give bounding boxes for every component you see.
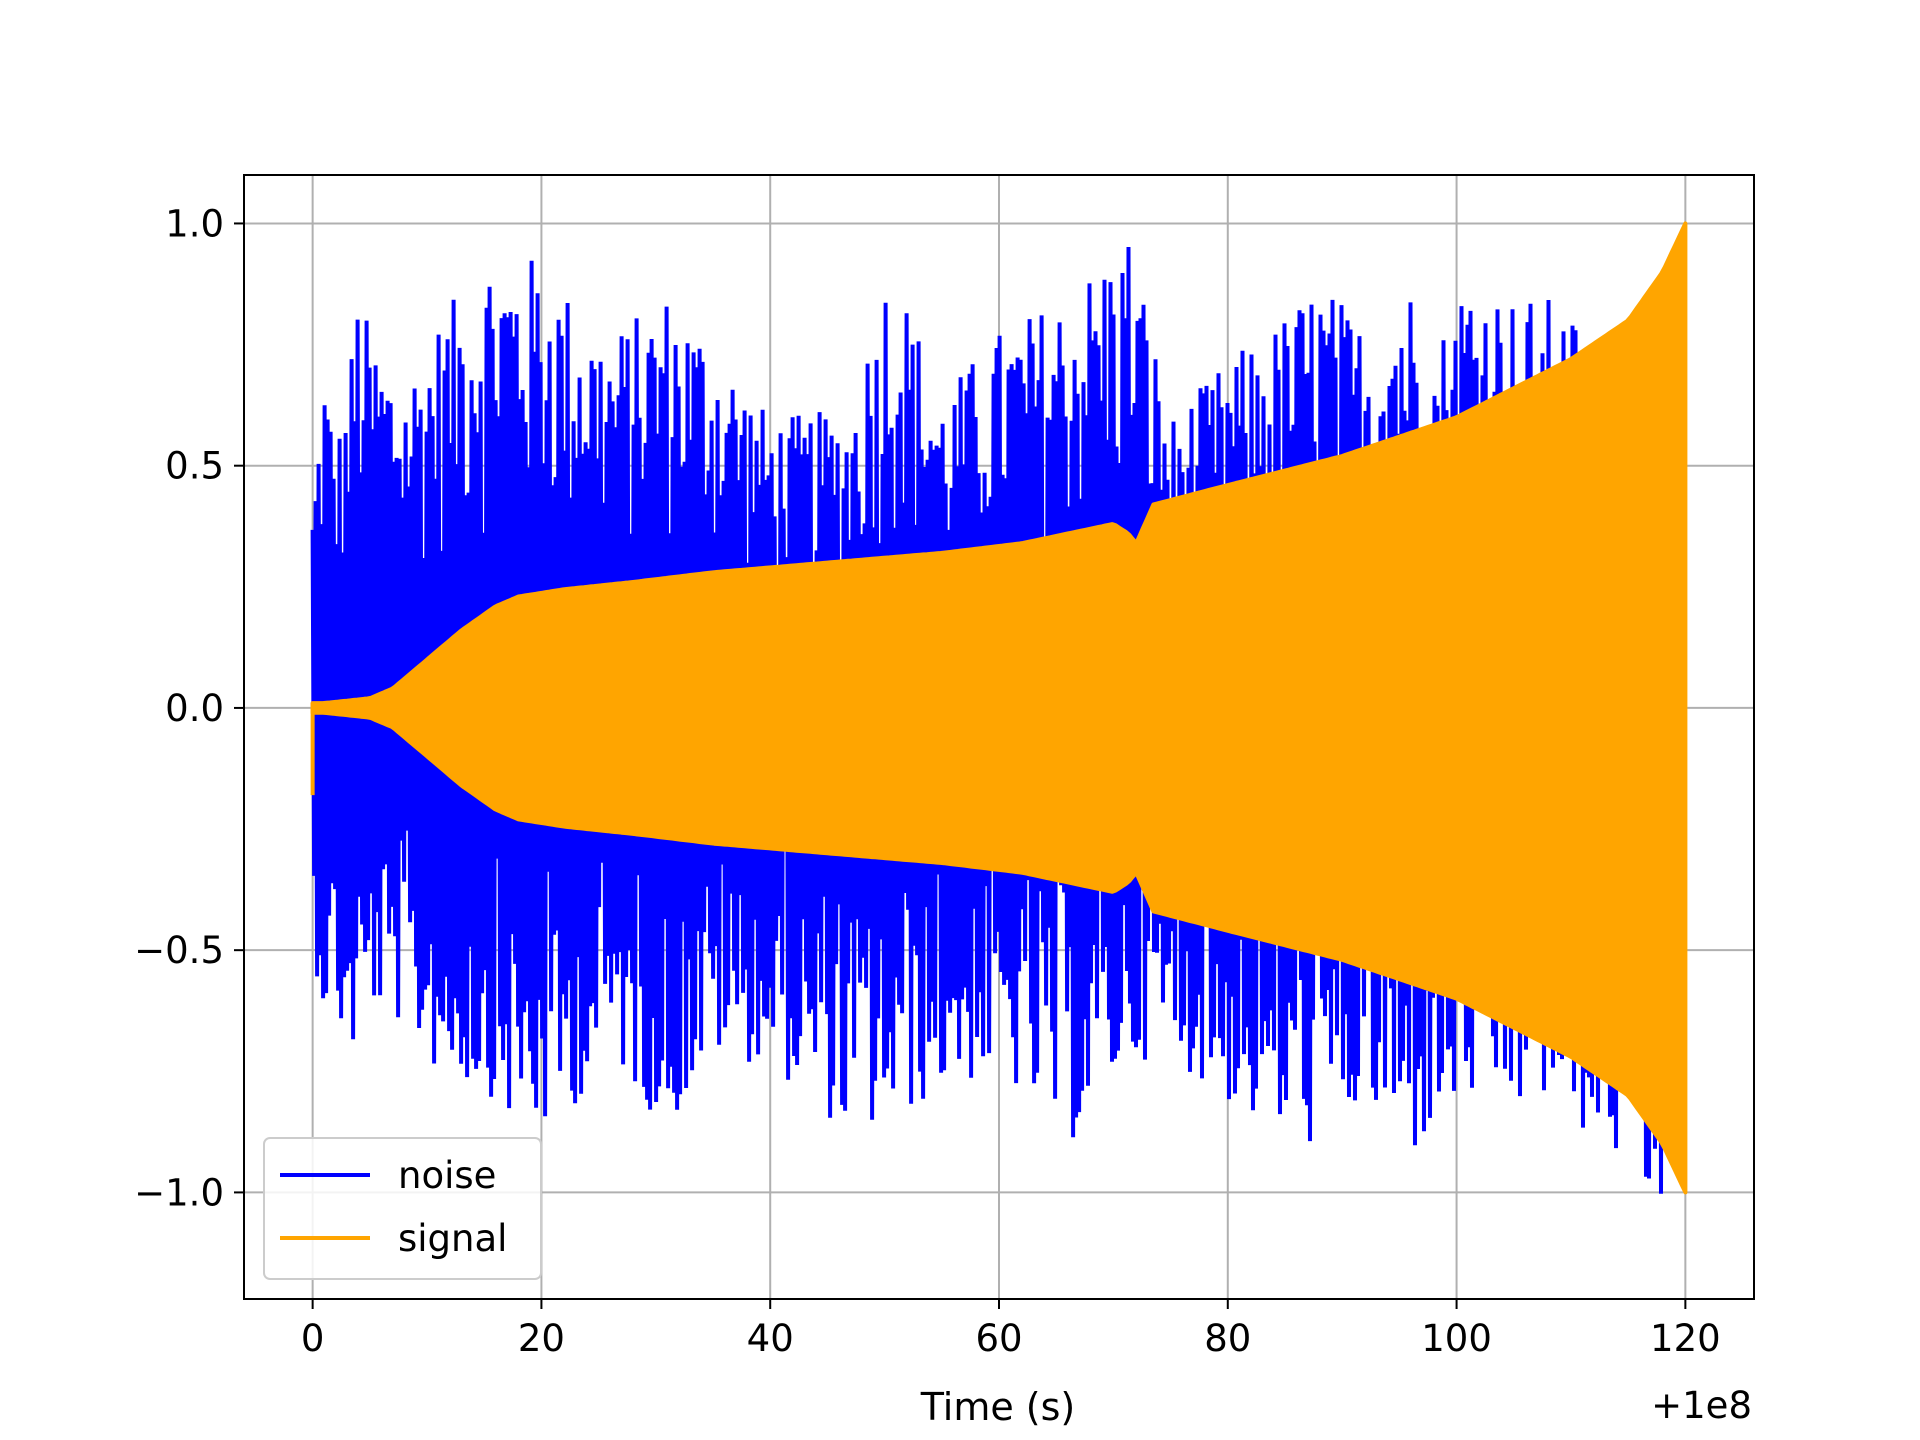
- x-axis-title: Time (s): [920, 1385, 1076, 1429]
- legend: noise signal: [263, 1137, 542, 1280]
- x-offset-label: +1e8: [1651, 1384, 1752, 1427]
- y-tick-label: −0.5: [134, 929, 224, 972]
- x-tick-label: 60: [975, 1317, 1022, 1360]
- y-tick-label: 0.0: [165, 687, 224, 730]
- legend-label-signal: signal: [398, 1217, 507, 1260]
- x-tick-label: 0: [301, 1317, 325, 1360]
- x-tick-label: 80: [1204, 1317, 1251, 1360]
- series-line-noise: [310, 246, 1665, 1194]
- y-tick-label: 1.0: [165, 202, 224, 245]
- series-line-signal: [310, 221, 1688, 1195]
- series-layer: [310, 221, 1688, 1195]
- x-tick-label: 120: [1650, 1317, 1721, 1360]
- y-tick-label: 0.5: [165, 445, 224, 488]
- legend-label-noise: noise: [398, 1154, 496, 1197]
- x-tick-label: 20: [518, 1317, 565, 1360]
- axis-ticks: 0 20 40 60 80 100 120 −1.0 −0.5 0.0 0.5 1.0: [134, 202, 1721, 1360]
- x-tick-label: 40: [747, 1317, 794, 1360]
- y-tick-label: −1.0: [134, 1171, 224, 1214]
- x-tick-label: 100: [1421, 1317, 1492, 1360]
